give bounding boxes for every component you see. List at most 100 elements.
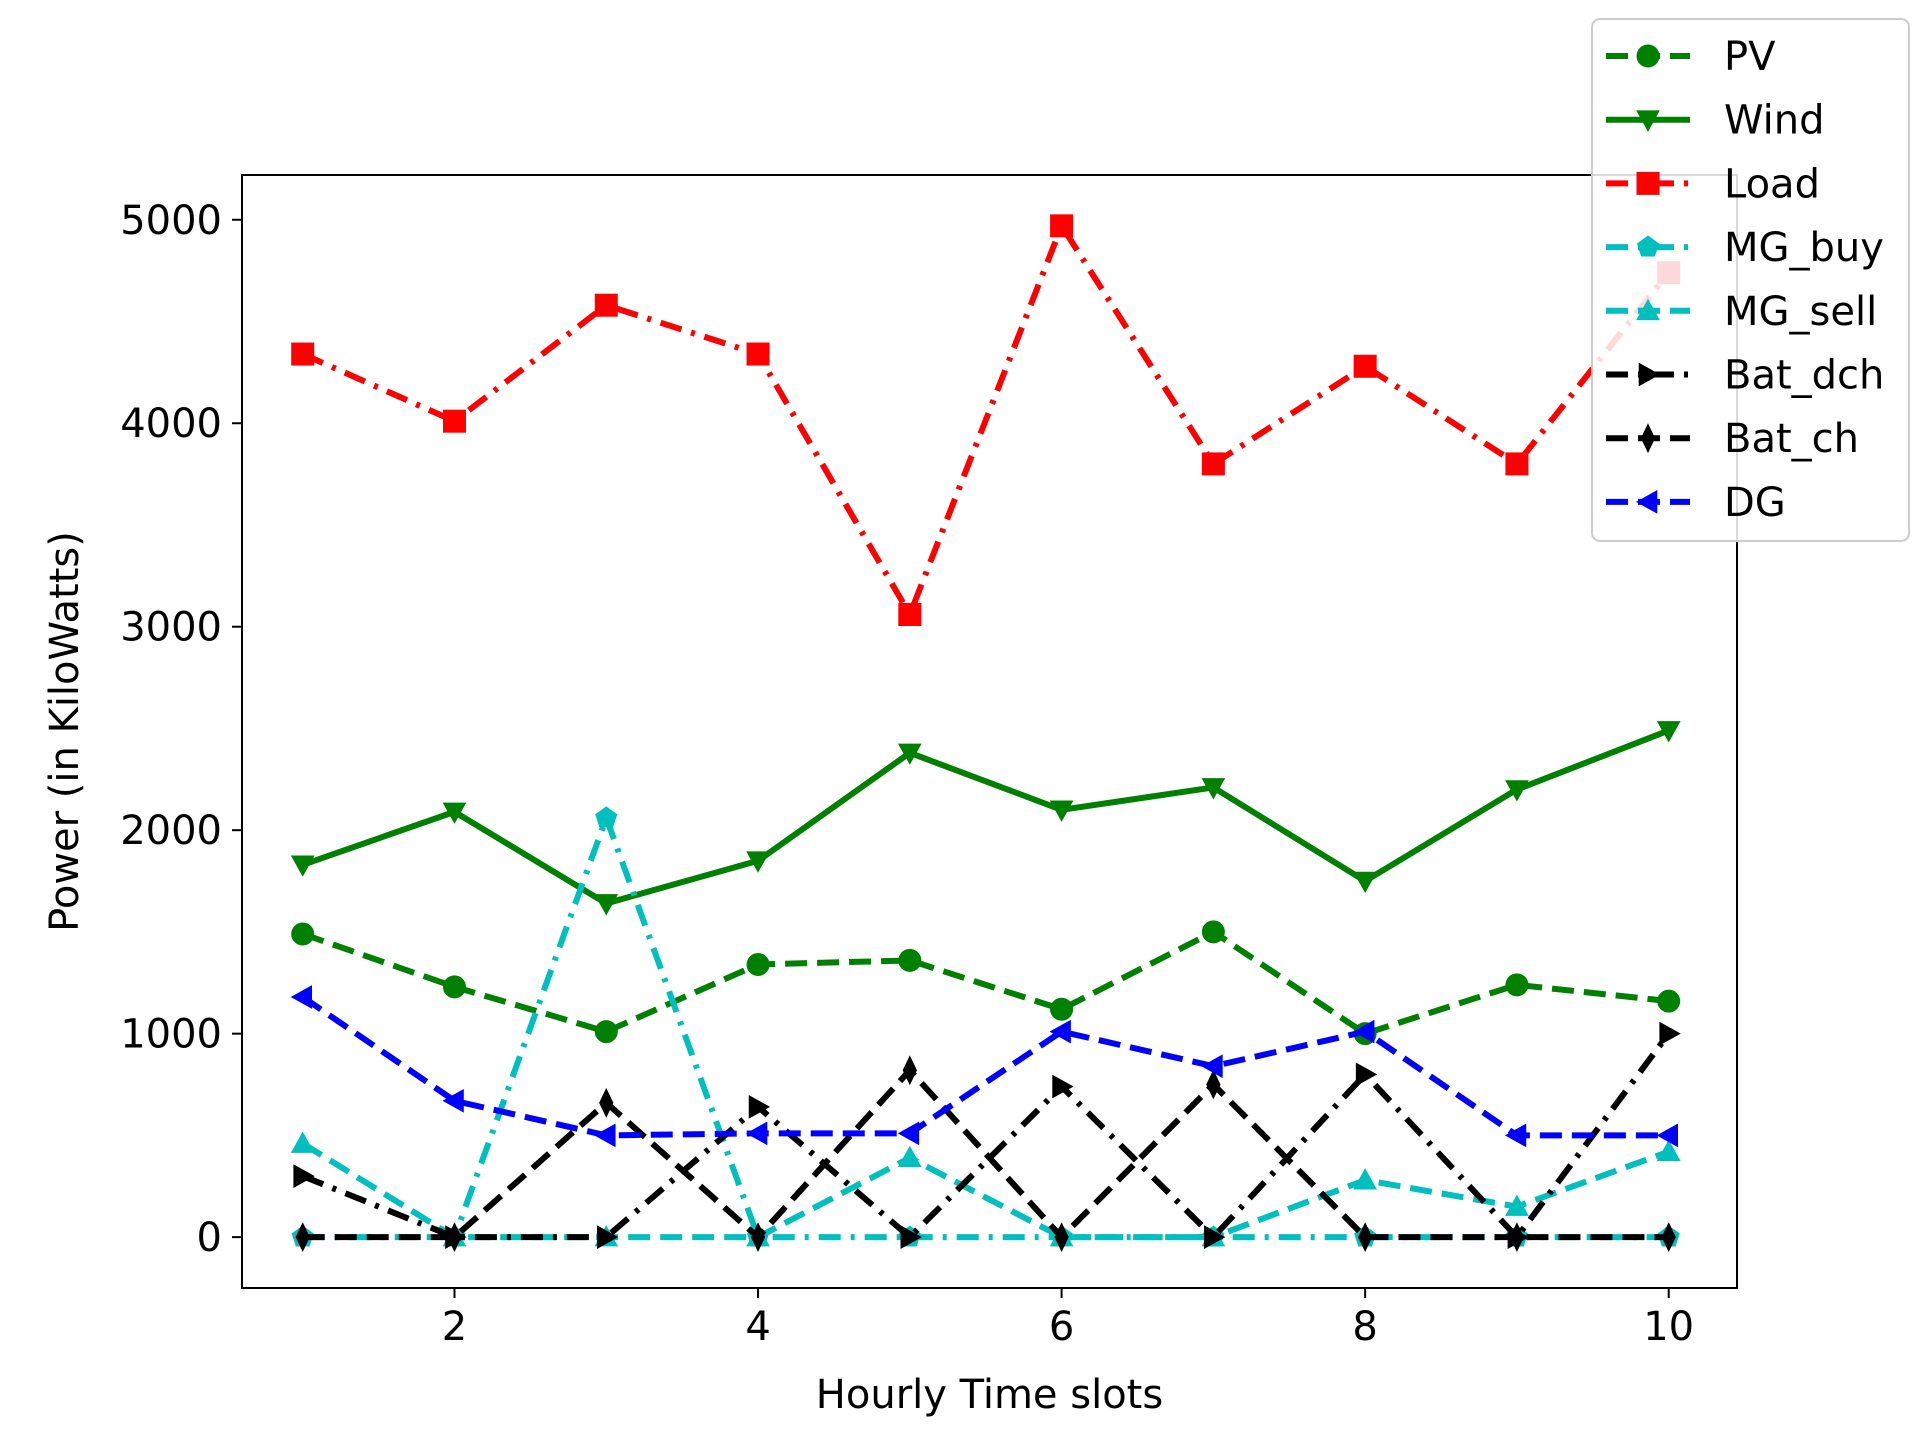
data-point [1353, 1168, 1377, 1190]
legend-marker [1636, 235, 1660, 257]
series-line [301, 727, 1670, 907]
plot-frame [241, 174, 1738, 1289]
legend-marker [1640, 423, 1656, 454]
y-tick-label: 1000 [120, 1012, 222, 1058]
data-point [1353, 871, 1377, 894]
data-point [900, 1225, 922, 1249]
x-tick-label: 10 [1643, 1304, 1694, 1350]
legend-marker [1635, 490, 1658, 514]
legend-marker [1638, 362, 1661, 387]
x-tick-label: 8 [1352, 1304, 1377, 1350]
series-pv [291, 920, 1681, 1046]
legend-entry: PV [1606, 34, 1776, 80]
legend-marker [1636, 110, 1660, 132]
data-point [746, 952, 770, 976]
legend-entry: MG_buy [1606, 225, 1884, 271]
legend-entry: Bat_dch [1606, 353, 1884, 399]
series-dg [290, 985, 1679, 1148]
data-point [746, 851, 770, 873]
data-point [442, 975, 466, 999]
data-point [897, 1145, 922, 1168]
data-point [293, 1164, 315, 1188]
data-point [1050, 997, 1074, 1021]
legend-label: Wind [1724, 98, 1825, 144]
data-point [1049, 800, 1074, 822]
data-point [1504, 1123, 1527, 1148]
data-point [898, 948, 922, 972]
y-tick-label: 4000 [120, 401, 222, 447]
series-bat-dch [293, 1021, 1681, 1249]
axes-layer: 2 4 6 8 10 0 1000 2000 3000 4000 5000 [120, 198, 1694, 1350]
data-point [1050, 214, 1074, 238]
series-layer [290, 214, 1681, 1253]
legend-label: Bat_dch [1724, 353, 1884, 399]
data-point [1204, 1225, 1226, 1249]
data-point [1201, 778, 1226, 800]
x-axis-label: Hourly Time slots [816, 1372, 1163, 1418]
legend-entry: Bat_ch [1606, 416, 1859, 462]
data-point [1509, 1222, 1525, 1253]
data-point [1657, 989, 1681, 1013]
data-point [290, 1131, 315, 1153]
data-point [599, 1087, 614, 1118]
data-point [750, 1222, 766, 1253]
series-line [301, 1031, 1672, 1241]
legend-label: Load [1724, 161, 1820, 207]
legend-marker [1636, 298, 1660, 321]
data-point [1355, 1062, 1378, 1087]
data-point [290, 985, 313, 1009]
data-point [1201, 1054, 1223, 1079]
legend-label: DG [1724, 480, 1786, 526]
legend-label: Bat_ch [1724, 416, 1859, 462]
data-point [746, 342, 770, 366]
data-point [594, 1020, 618, 1044]
data-point [1353, 354, 1377, 378]
legend-entry: Wind [1606, 98, 1825, 144]
data-point [897, 743, 922, 765]
data-point [748, 1095, 771, 1119]
data-point [447, 1222, 462, 1253]
data-point [442, 409, 466, 433]
data-point [1353, 1019, 1375, 1044]
series-line [301, 1140, 1670, 1241]
legend-label: PV [1724, 34, 1776, 80]
series-line [301, 222, 1672, 618]
data-point [442, 1088, 464, 1113]
data-point [291, 922, 315, 946]
legend-entry: MG_sell [1606, 289, 1877, 335]
x-tick-label: 6 [1049, 1304, 1074, 1350]
series-line [301, 994, 1669, 1139]
data-point [1656, 1123, 1679, 1148]
data-point [1052, 1074, 1074, 1099]
series-line [302, 814, 1669, 1241]
legend-label: MG_buy [1724, 225, 1884, 271]
data-point [1201, 920, 1225, 944]
y-tick-label: 2000 [120, 808, 222, 854]
series-wind [290, 721, 1681, 916]
data-point [295, 1222, 310, 1253]
data-point [594, 293, 618, 317]
data-point [1505, 1194, 1529, 1216]
series-mg-buy [291, 806, 1680, 1247]
legend-box [1591, 18, 1910, 542]
data-point [1201, 452, 1225, 476]
x-tick-label: 4 [745, 1304, 770, 1350]
y-tick-label: 5000 [120, 198, 222, 244]
legend-label: MG_sell [1724, 289, 1877, 335]
legend-marker [1636, 171, 1660, 195]
data-point [1505, 973, 1529, 997]
data-point [442, 802, 467, 824]
data-point [291, 342, 315, 366]
data-point [595, 806, 618, 828]
data-point [1656, 1139, 1681, 1161]
data-point [902, 1055, 917, 1086]
data-point [1505, 452, 1529, 476]
y-tick-label: 3000 [120, 605, 222, 651]
data-point [897, 1121, 920, 1146]
series-bat-ch [295, 1055, 1676, 1253]
data-point [898, 603, 922, 627]
y-axis-label: Power (in KiloWatts) [42, 531, 88, 932]
data-point [1656, 721, 1681, 743]
